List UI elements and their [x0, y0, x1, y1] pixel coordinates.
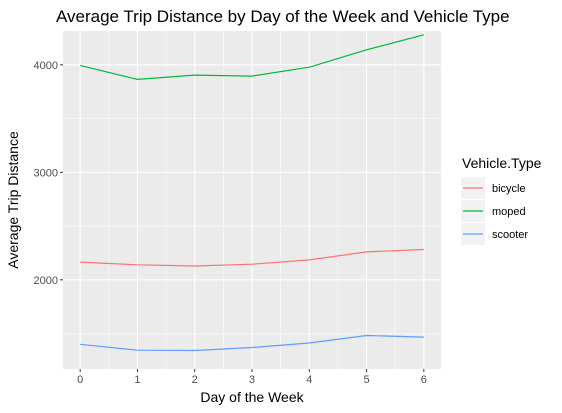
- series-lines: [80, 34, 424, 352]
- y-axis-title: Average Trip Distance: [5, 131, 21, 269]
- chart-title: Average Trip Distance by Day of the Week…: [56, 7, 510, 26]
- y-tick-label: 3000: [34, 167, 58, 179]
- x-tick-label: 5: [363, 374, 369, 386]
- series-line-moped: [80, 34, 424, 81]
- legend-label-bicycle: bicycle: [492, 183, 526, 195]
- x-tick-label: 6: [421, 374, 427, 386]
- series-line-scooter: [80, 334, 424, 352]
- x-tick-label: 2: [192, 374, 198, 386]
- grid-lines: [63, 31, 441, 369]
- x-tick-label: 4: [306, 374, 312, 386]
- y-tick-label: 2000: [34, 275, 58, 287]
- series-line-bicycle: [80, 248, 424, 267]
- x-tick-label: 0: [77, 374, 83, 386]
- legend: Vehicle.Type bicycle moped scooter: [461, 155, 542, 245]
- x-axis-ticks: 0 1 2 3 4 5 6: [77, 369, 427, 386]
- x-tick-label: 3: [249, 374, 255, 386]
- legend-label-scooter: scooter: [492, 229, 528, 241]
- legend-title: Vehicle.Type: [462, 155, 542, 171]
- x-tick-label: 1: [134, 374, 140, 386]
- y-tick-label: 4000: [34, 60, 58, 72]
- y-axis-ticks: 2000 3000 4000: [34, 60, 63, 287]
- legend-label-moped: moped: [492, 206, 526, 218]
- x-axis-title: Day of the Week: [200, 389, 304, 405]
